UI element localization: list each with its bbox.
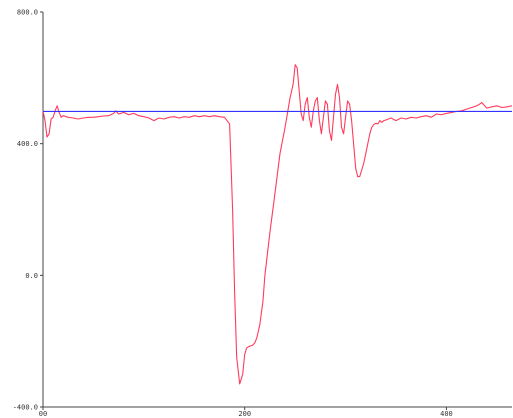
y-tick-label: -400.0 [13, 404, 38, 412]
axes [42, 12, 512, 408]
y-tick-label: 0.0 [25, 272, 38, 280]
y-tick-label: 400.0 [17, 140, 38, 148]
y-tick-label: 800.0 [17, 9, 38, 17]
series-layer [42, 64, 513, 385]
ticks: 800.0 400.0 0.0 -400.000 200 400 [13, 9, 453, 418]
x-tick-label: 400 [440, 410, 453, 418]
x-tick-label: 00 [39, 410, 47, 418]
series-line-red [42, 64, 513, 385]
x-tick-label: 200 [238, 410, 251, 418]
